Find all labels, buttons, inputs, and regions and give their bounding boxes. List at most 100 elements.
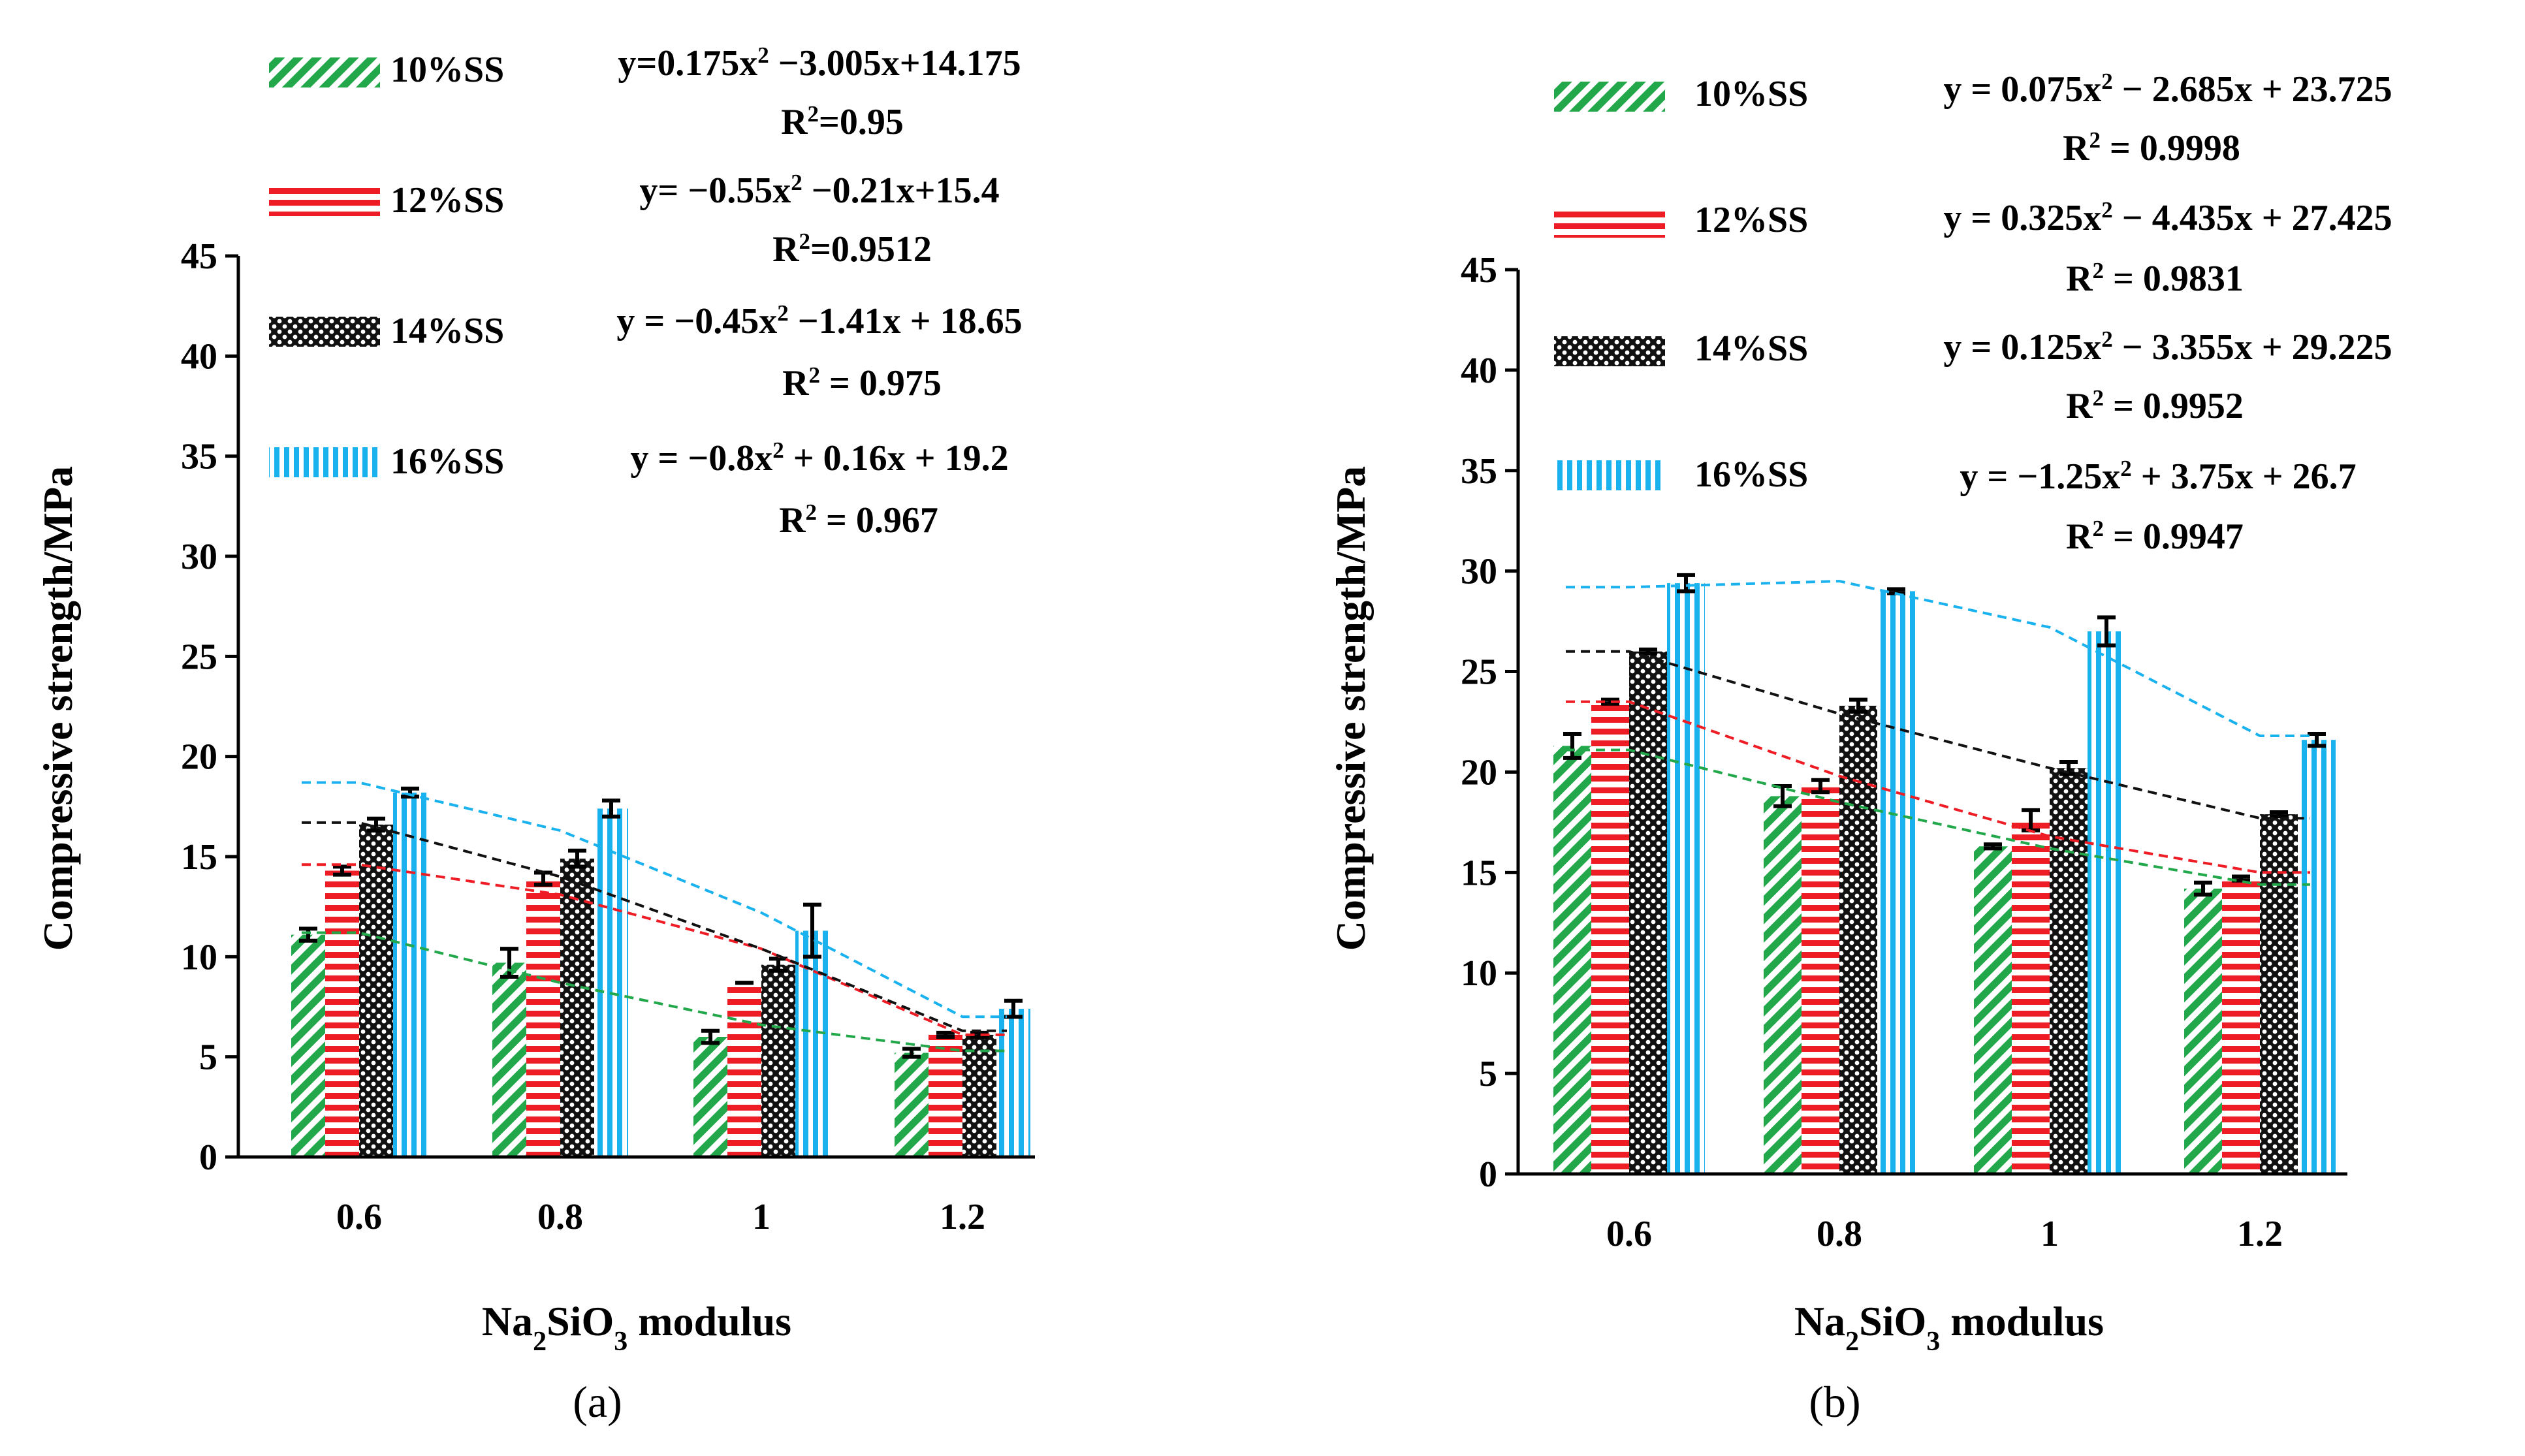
y-tick-label: 25 <box>181 637 217 677</box>
bar-14-ss-0-6 <box>1629 651 1667 1174</box>
trendline-14-ss <box>1566 650 2310 820</box>
fit-r-squared: R2 = 0.9998 <box>2063 127 2240 169</box>
fit-r-squared: R2=0.9512 <box>772 229 932 270</box>
y-axis-title: Compressive strength/MPa <box>35 466 81 951</box>
error-bar-14-ss-1-2 <box>2270 810 2288 819</box>
fit-r-squared: R2 = 0.9947 <box>2066 516 2244 558</box>
fit-equation: y = 0.325x2 − 4.435x + 27.425 <box>1943 197 2392 239</box>
legend-entry-12-ss: 12%SS y= −0.55x2 −0.21x+15.4 R2=0.9512 <box>269 170 1000 270</box>
bar-16-ss-1-2 <box>996 1009 1030 1157</box>
trendline-16-ss <box>302 781 1007 1019</box>
bar-12-ss-0-6 <box>1591 701 1629 1174</box>
error-bar-10-ss-0-6 <box>299 926 317 943</box>
fit-equation: y=0.175x2 −3.005x+14.175 <box>618 42 1021 84</box>
y-tick-label: 40 <box>1461 351 1497 391</box>
error-bar-10-ss-1 <box>701 1028 720 1045</box>
bar-10-ss-1 <box>1974 846 2012 1174</box>
x-axis-title: Na2SiO3 modulus <box>482 1298 791 1357</box>
bar-12-ss-0-6 <box>325 870 359 1157</box>
error-bar-10-ss-1 <box>1984 842 2002 851</box>
x-tick-label: 1.2 <box>2237 1214 2283 1254</box>
error-bar-10-ss-1-2 <box>902 1047 921 1059</box>
y-tick-label: 0 <box>199 1137 217 1178</box>
y-tick-label: 40 <box>181 336 217 377</box>
error-bar-14-ss-0-8 <box>568 848 586 869</box>
legend-swatch <box>269 317 380 347</box>
x-tick-label: 1 <box>2041 1214 2059 1254</box>
x-tick-label: 0.8 <box>537 1197 583 1237</box>
legend-label: 14%SS <box>390 311 504 351</box>
error-bar-10-ss-0-6 <box>1563 731 1581 760</box>
trendline-10-ss <box>302 931 1007 1052</box>
y-tick-label: 5 <box>1479 1054 1497 1094</box>
bar-14-ss-1-2 <box>962 1034 996 1157</box>
y-tick-label: 45 <box>181 236 217 277</box>
error-bar-16-ss-0-8 <box>602 799 620 819</box>
bar-10-ss-0-6 <box>1553 746 1591 1174</box>
error-bar-12-ss-0-8 <box>1811 778 1830 795</box>
fit-equation: y = −0.8x2 + 0.16x + 19.2 <box>630 437 1008 479</box>
bar-10-ss-0-8 <box>492 962 526 1157</box>
legend-swatch <box>1554 336 1665 366</box>
legend-swatch <box>269 186 380 216</box>
y-tick-label: 30 <box>181 537 217 577</box>
bar-12-ss-1-2 <box>929 1034 962 1157</box>
fit-r-squared: R2 = 0.967 <box>779 499 938 541</box>
error-bar-14-ss-0-6 <box>1639 647 1657 656</box>
fit-equation: y= −0.55x2 −0.21x+15.4 <box>639 170 999 212</box>
bar-16-ss-0-6 <box>393 792 427 1157</box>
error-bar-16-ss-1 <box>2097 615 2116 648</box>
x-tick-label: 0.6 <box>336 1197 382 1237</box>
trendline-12-ss <box>302 863 1007 1036</box>
axes <box>1516 270 2347 1176</box>
legend-label: 14%SS <box>1694 328 1808 369</box>
legend-entry-10-ss: 10%SS y=0.175x2 −3.005x+14.175 R2=0.95 <box>269 42 1021 142</box>
bar-12-ss-1 <box>727 983 761 1157</box>
error-bar-16-ss-0-6 <box>1677 573 1695 593</box>
panel-label: (b) <box>1809 1377 1860 1427</box>
bar-16-ss-0-8 <box>1877 591 1915 1174</box>
error-bar-12-ss-1-2 <box>936 1030 955 1039</box>
legend-swatch <box>1554 208 1665 238</box>
bar-10-ss-0-8 <box>1764 796 1802 1174</box>
y-tick-label: 10 <box>1461 953 1497 994</box>
y-tick-label: 35 <box>181 437 217 477</box>
legend-swatch <box>269 57 380 87</box>
legend-entry-14-ss: 14%SS y = 0.125x2 − 3.355x + 29.225 R2 = 0… <box>1554 326 2392 427</box>
legend-entry-16-ss: 16%SS y = −0.8x2 + 0.16x + 19.2 R2 = 0.967 <box>269 437 1009 541</box>
x-tick-label: 1.2 <box>940 1197 985 1237</box>
legend-swatch <box>1554 82 1665 112</box>
chart-panel-b: 0 5 10 15 20 25 30 35 40 45 0.6 0.8 1 1.2 Compressive … <box>1327 69 2392 1427</box>
legend-swatch <box>1554 460 1665 490</box>
bar-14-ss-1-2 <box>2260 814 2298 1174</box>
fit-equation: y = −1.25x2 + 3.75x + 26.7 <box>1960 456 2356 498</box>
bar-10-ss-1-2 <box>895 1052 929 1157</box>
fit-r-squared: R2 = 0.9952 <box>2066 385 2244 427</box>
x-tick-label: 0.6 <box>1606 1214 1652 1254</box>
bar-10-ss-0-6 <box>291 934 325 1157</box>
legend-label: 12%SS <box>1694 200 1808 240</box>
error-bar-16-ss-1-2 <box>2308 731 2326 748</box>
y-tick-label: 45 <box>1461 250 1497 291</box>
legend-swatch <box>269 447 380 477</box>
error-bar-14-ss-1-2 <box>970 1030 989 1039</box>
y-tick-label: 25 <box>1461 652 1497 693</box>
y-tick-label: 10 <box>181 937 217 977</box>
legend-entry-16-ss: 16%SS y = −1.25x2 + 3.75x + 26.7 R2 = 0.99… <box>1554 454 2357 557</box>
legend-label: 16%SS <box>390 441 504 482</box>
x-tick-label: 1 <box>752 1197 770 1237</box>
fit-equation: y = 0.075x2 − 2.685x + 23.725 <box>1943 69 2392 110</box>
legend-label: 16%SS <box>1694 454 1808 495</box>
bar-14-ss-0-8 <box>560 859 594 1157</box>
fit-r-squared: R2 = 0.975 <box>782 362 942 404</box>
error-bar-10-ss-0-8 <box>500 947 518 979</box>
trendline-10-ss <box>1566 748 2310 886</box>
error-bar-14-ss-0-6 <box>367 816 385 833</box>
trendline-12-ss <box>1566 700 2310 874</box>
trendline-14-ss <box>302 821 1007 1032</box>
y-tick-label: 20 <box>1461 752 1497 793</box>
fit-r-squared: R2 = 0.9831 <box>2066 258 2244 300</box>
error-bar-12-ss-0-6 <box>1601 697 1619 706</box>
bar-16-ss-0-8 <box>594 808 628 1157</box>
bar-14-ss-0-6 <box>359 824 393 1157</box>
